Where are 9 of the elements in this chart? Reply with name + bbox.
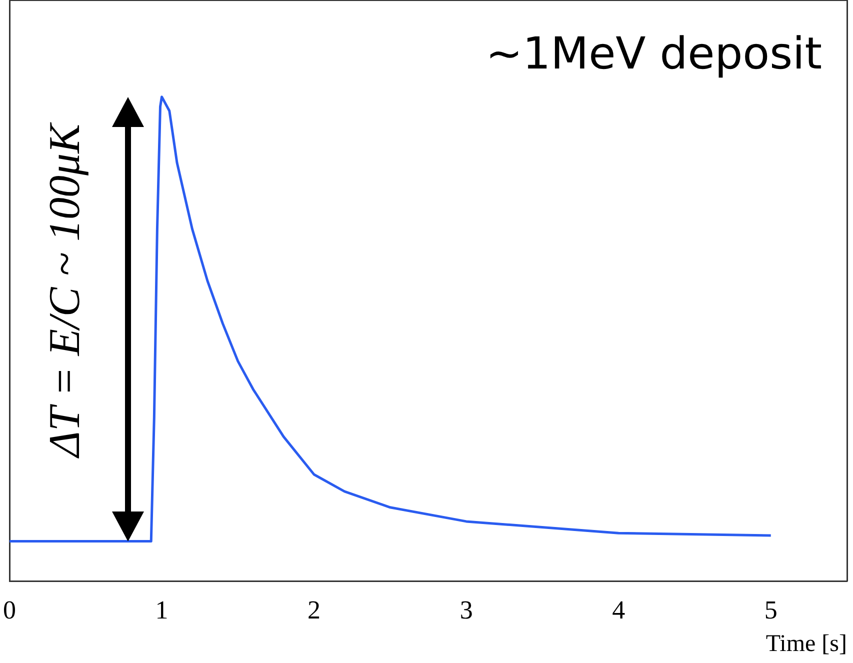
text: ~1MeV deposit [486, 28, 822, 80]
annotation: ΔT = E/C ~ 100μK [40, 121, 90, 459]
x-axis-title: Time [s] [766, 630, 847, 657]
x-tick-label: 5 [764, 595, 778, 624]
x-tick-label: 4 [612, 595, 626, 624]
x-tick-label: 1 [155, 595, 168, 624]
x-tick-label: 2 [308, 595, 321, 624]
x-tick-label: 0 [3, 595, 16, 624]
x-tick-label: 3 [460, 595, 473, 624]
